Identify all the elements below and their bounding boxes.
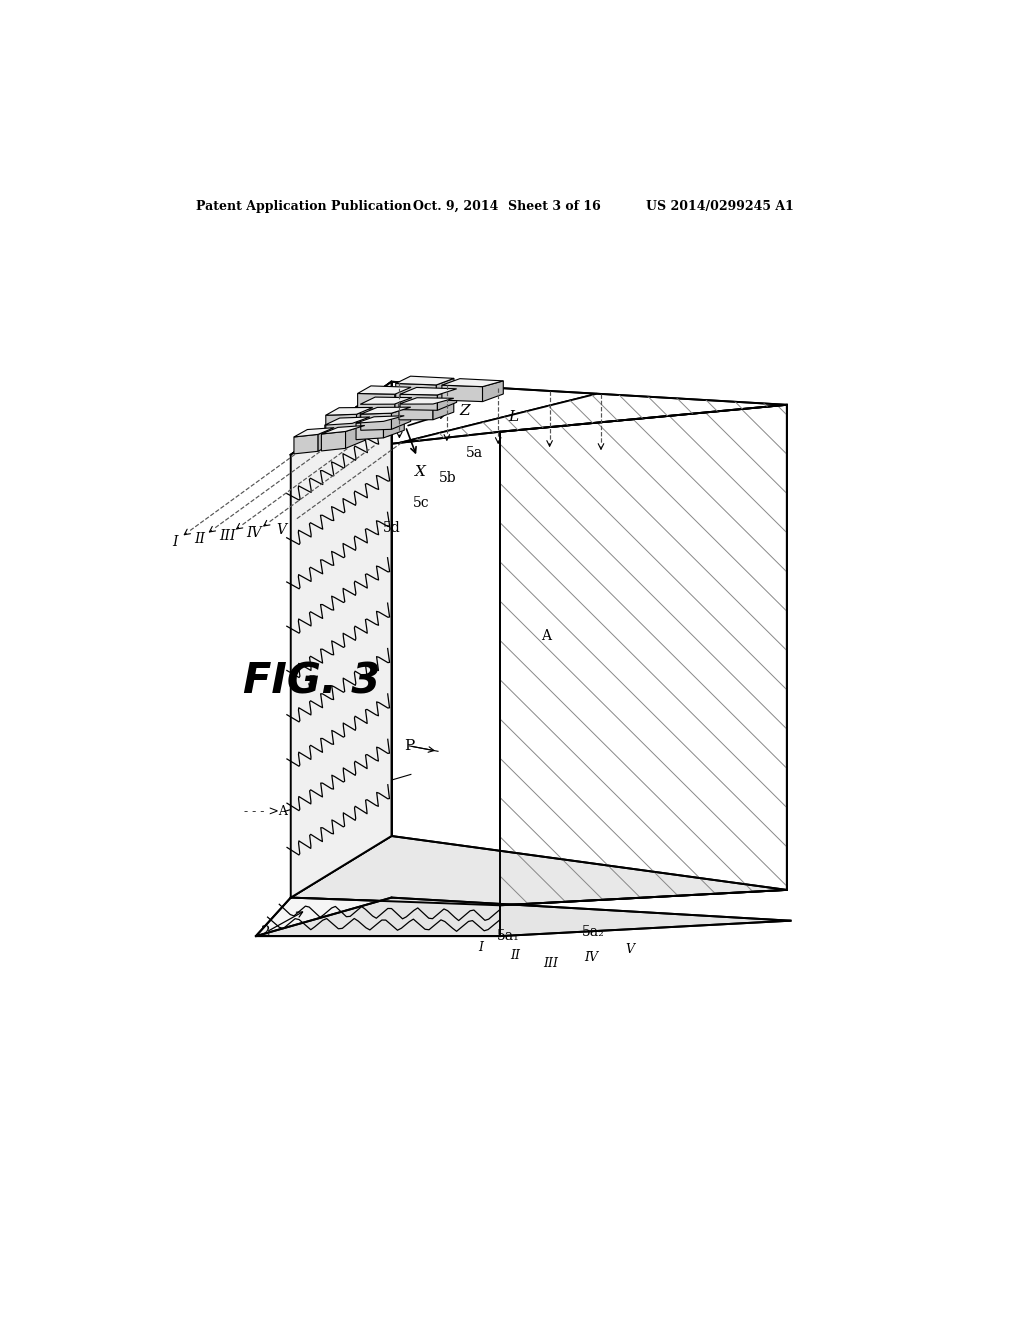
Text: - - - >A: - - - >A [245, 805, 288, 818]
Polygon shape [322, 432, 345, 451]
Text: V: V [626, 944, 635, 957]
Text: II: II [511, 949, 520, 962]
Polygon shape [436, 379, 454, 400]
Text: Oct. 9, 2014: Oct. 9, 2014 [414, 199, 499, 213]
Text: X: X [415, 465, 426, 479]
Polygon shape [326, 408, 373, 416]
Polygon shape [345, 425, 365, 449]
Polygon shape [322, 425, 365, 434]
Text: FIG. 3: FIG. 3 [243, 661, 380, 704]
Polygon shape [400, 395, 437, 411]
Polygon shape [394, 397, 412, 420]
Polygon shape [291, 381, 597, 455]
Text: 5b: 5b [439, 471, 457, 484]
Text: IV: IV [585, 952, 598, 964]
Text: I: I [478, 941, 483, 954]
Polygon shape [395, 376, 454, 385]
Polygon shape [357, 385, 411, 395]
Text: S: S [306, 675, 316, 689]
Text: US 2014/0299245 A1: US 2014/0299245 A1 [646, 199, 794, 213]
Text: Sheet 3 of 16: Sheet 3 of 16 [508, 199, 600, 213]
Polygon shape [325, 417, 370, 425]
Polygon shape [357, 393, 395, 409]
Polygon shape [325, 424, 352, 442]
Text: 5d: 5d [383, 521, 400, 535]
Text: 5a: 5a [466, 446, 483, 461]
Text: Patent Application Publication: Patent Application Publication [197, 199, 412, 213]
Text: 2: 2 [261, 925, 270, 940]
Polygon shape [294, 428, 334, 437]
Polygon shape [437, 389, 457, 411]
Text: 5a₂: 5a₂ [582, 925, 604, 940]
Polygon shape [433, 399, 454, 420]
Text: II: II [195, 532, 206, 546]
Polygon shape [291, 381, 391, 898]
Text: V: V [276, 523, 287, 537]
Polygon shape [395, 387, 411, 409]
Polygon shape [500, 405, 786, 906]
Polygon shape [352, 417, 370, 440]
Text: IV: IV [247, 525, 262, 540]
Polygon shape [442, 385, 482, 401]
Polygon shape [360, 407, 411, 414]
Polygon shape [360, 397, 412, 404]
Polygon shape [326, 414, 356, 432]
Text: III: III [543, 957, 558, 970]
Text: A: A [542, 628, 552, 643]
Text: L: L [508, 411, 518, 424]
Polygon shape [399, 393, 786, 442]
Text: Z: Z [459, 404, 470, 418]
Text: 5c: 5c [413, 495, 429, 510]
Polygon shape [356, 408, 373, 430]
Polygon shape [395, 383, 436, 400]
Polygon shape [399, 397, 454, 404]
Text: 5a₁: 5a₁ [497, 929, 519, 942]
Polygon shape [291, 836, 786, 906]
Polygon shape [356, 421, 383, 440]
Polygon shape [360, 404, 394, 420]
Polygon shape [391, 407, 411, 429]
Text: P: P [404, 739, 415, 752]
Polygon shape [482, 381, 503, 401]
Polygon shape [294, 434, 318, 454]
Polygon shape [360, 413, 391, 430]
Polygon shape [383, 416, 404, 438]
Polygon shape [256, 898, 791, 936]
Polygon shape [356, 416, 404, 424]
Polygon shape [256, 898, 500, 936]
Text: I: I [172, 535, 177, 549]
Polygon shape [399, 404, 433, 420]
Text: III: III [219, 529, 236, 543]
Polygon shape [400, 388, 457, 395]
Polygon shape [318, 428, 334, 451]
Polygon shape [442, 379, 503, 387]
Text: Y: Y [350, 433, 360, 446]
